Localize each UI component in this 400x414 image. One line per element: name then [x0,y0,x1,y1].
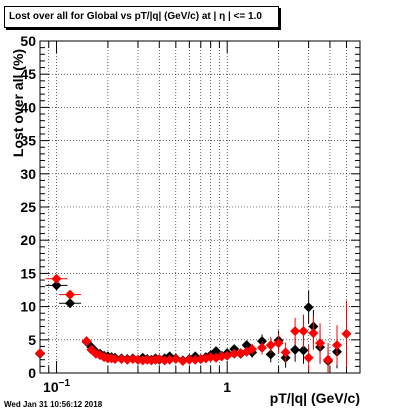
chart-title: Lost over all for Global vs pT/|q| (GeV/… [4,6,279,28]
data-point-red [81,336,92,347]
timestamp-footer: Wed Jan 31 10:56:12 2018 [4,400,103,409]
y-tick-label: 35 [20,133,36,149]
data-point-black [265,349,276,360]
x-tick-label: 1 [223,379,231,395]
data-point-black [303,302,314,313]
y-tick-label: 0 [28,365,36,381]
data-point-black [211,346,222,357]
y-tick-label: 20 [20,232,36,248]
data-point-black [51,280,62,291]
data-point-red [170,354,181,365]
data-point-red [257,342,268,353]
data-point-red [184,354,195,365]
data-point-red [247,344,258,355]
y-tick-label: 50 [20,33,36,49]
data-point-red [341,328,352,339]
data-point-red [109,354,120,365]
y-tick-label: 10 [20,299,36,315]
data-point-red [51,273,62,284]
data-point-red [308,328,319,339]
data-point-red [280,347,291,358]
data-point-red [177,356,188,367]
x-tick-label: 10−1 [43,378,70,395]
data-point-red [273,338,284,349]
data-point-black [65,298,76,309]
y-tick-label: 25 [20,199,36,215]
data-point-red [323,354,334,365]
data-point-black [298,345,309,356]
data-point-red [35,348,45,359]
y-axis-label: Lost over all (%) [10,48,26,158]
data-point-black [290,344,301,355]
data-point-red [298,326,309,337]
data-point-red [164,354,175,365]
data-point-red [303,352,314,363]
data-point-red [65,289,76,300]
data-point-red [222,350,233,361]
data-point-red [116,354,127,365]
y-tick-label: 30 [20,166,36,182]
data-point-red [229,348,240,359]
data-point-red [265,340,276,351]
y-tick-label: 5 [28,332,36,348]
y-tick-label: 15 [20,265,36,281]
y-tick-label: 45 [20,66,36,82]
plot-frame [39,40,361,374]
x-axis-label: pT/|q| (GeV/c) [269,390,360,406]
data-point-red [315,338,326,349]
data-point-red [332,340,343,351]
data-point-red [290,326,301,337]
y-tick-label: 40 [20,99,36,115]
